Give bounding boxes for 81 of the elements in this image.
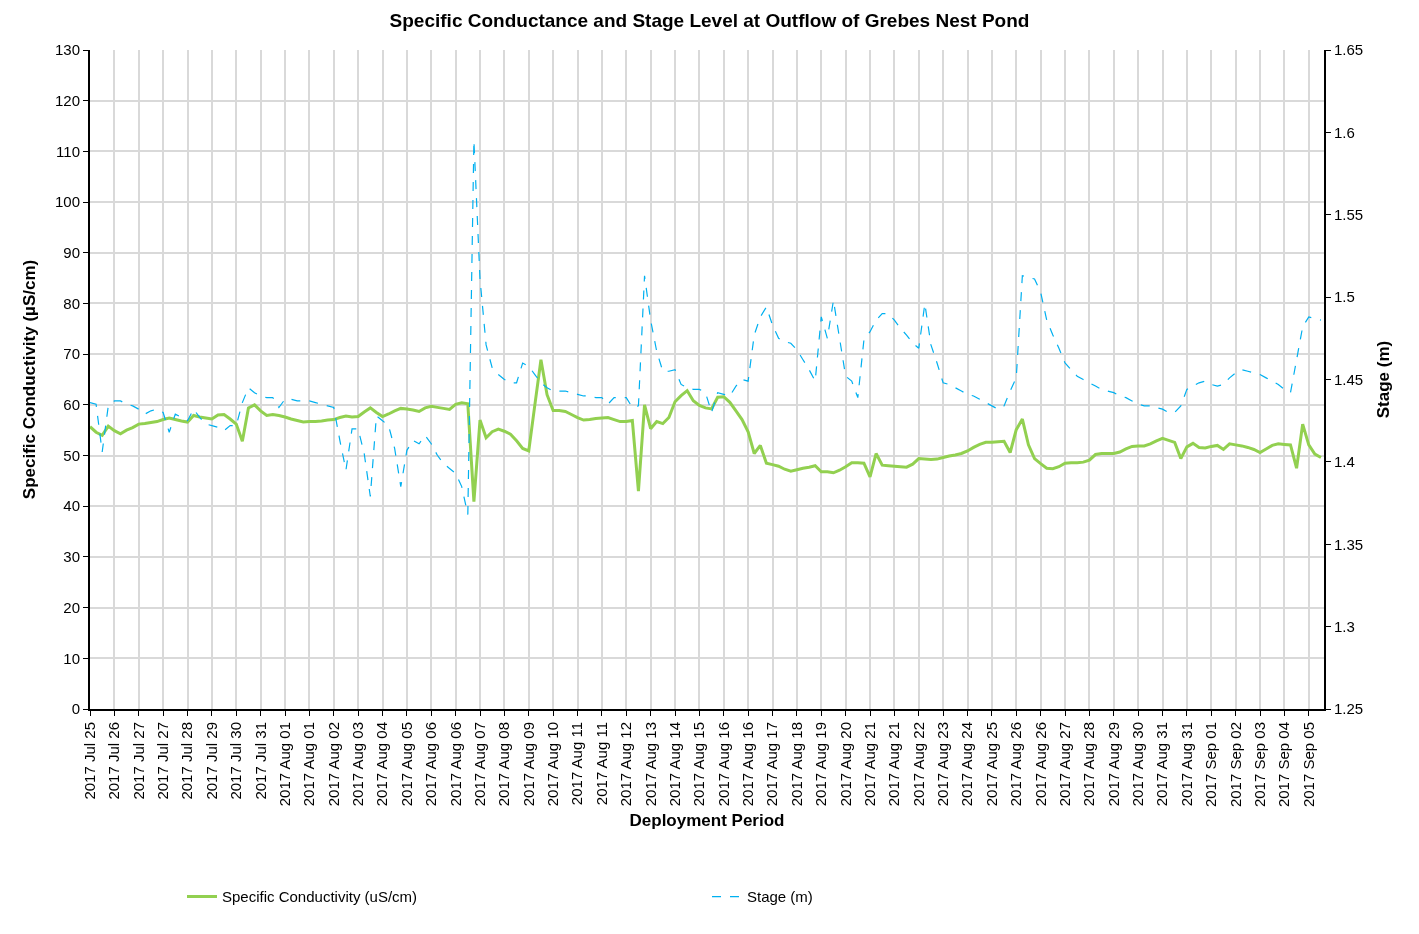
x-tick-label: 2017 Aug 06 xyxy=(446,722,464,807)
x-tick-label: 2017 Aug 26 xyxy=(1007,722,1025,807)
x-tick-label: 2017 Aug 31 xyxy=(1177,722,1195,807)
y2-tick-label: 1.65 xyxy=(1334,41,1364,59)
x-tick-label: 2017 Aug 21 xyxy=(885,722,903,807)
legend-label: Stage (m) xyxy=(747,888,813,906)
y2-tick-label: 1.35 xyxy=(1334,535,1364,553)
line-series xyxy=(90,358,1323,504)
y2-axis-title: Stage (m) xyxy=(1374,340,1394,419)
x-tick-label: 2017 Jul 30 xyxy=(227,722,245,800)
x-tick-label: 2017 Aug 30 xyxy=(1129,722,1147,807)
x-tick-label: 2017 Sep 05 xyxy=(1299,722,1317,808)
x-tick-label: 2017 Aug 29 xyxy=(1104,722,1122,807)
chart-title: Specific Conductance and Stage Level at Outflow of Grebes Nest Pond xyxy=(389,10,1030,32)
x-tick-label: 2017 Aug 18 xyxy=(787,722,805,807)
y2-tick-label: 1.5 xyxy=(1334,288,1355,306)
x-tick-label: 2017 Aug 02 xyxy=(324,722,342,807)
x-tick-label: 2017 Jul 29 xyxy=(202,722,220,800)
x-tick-label: 2017 Sep 04 xyxy=(1275,722,1293,808)
x-tick-label: 2017 Aug 13 xyxy=(641,722,659,807)
x-tick-label: 2017 Aug 16 xyxy=(714,722,732,807)
x-tick-label: 2017 Aug 17 xyxy=(763,722,781,807)
x-tick-label: 2017 Aug 12 xyxy=(617,722,635,807)
x-tick-label: 2017 Aug 14 xyxy=(665,722,683,807)
x-tick-label: 2017 Jul 27 xyxy=(129,722,147,800)
y-tick-label: 10 xyxy=(63,649,80,667)
x-tick-label: 2017 Aug 27 xyxy=(1055,722,1073,807)
y2-tick-label: 1.45 xyxy=(1334,370,1364,388)
x-tick-label: 2017 Aug 05 xyxy=(397,722,415,807)
y2-tick-label: 1.6 xyxy=(1334,123,1355,141)
legend-label: Specific Conductivity (uS/cm) xyxy=(222,888,418,906)
y-tick-label: 20 xyxy=(63,598,80,616)
x-tick-label: 2017 Aug 10 xyxy=(544,722,562,807)
y2-tick-label: 1.55 xyxy=(1334,206,1364,223)
x-tick-label: 2017 Jul 28 xyxy=(178,722,196,800)
x-tick-label: 2017 Aug 26 xyxy=(1031,722,1049,807)
x-tick-label: 2017 Aug 04 xyxy=(373,722,391,807)
y-tick-label: 120 xyxy=(54,91,80,109)
y2-tick-label: 1.3 xyxy=(1334,617,1355,635)
y-axis-title: Specific Conductivity (µS/cm) xyxy=(20,259,40,500)
y-tick-label: 60 xyxy=(63,396,80,414)
x-tick-label: 2017 Aug 11 xyxy=(568,722,586,806)
y-tick-label: 110 xyxy=(56,142,80,160)
x-tick-label: 2017 Aug 19 xyxy=(812,722,830,807)
x-tick-label: 2017 Aug 31 xyxy=(1153,722,1171,807)
x-tick-label: 2017 Jul 31 xyxy=(251,722,269,800)
y-tick-label: 100 xyxy=(54,193,80,211)
y-tick-label: 90 xyxy=(63,244,80,262)
x-tick-label: 2017 Jul 25 xyxy=(80,722,98,800)
y-tick-label: 50 xyxy=(63,446,80,464)
x-tick-label: 2017 Aug 21 xyxy=(860,722,878,807)
y-tick-label: 70 xyxy=(63,345,80,363)
x-tick-label: 2017 Aug 09 xyxy=(519,722,537,807)
y2-tick-label: 1.25 xyxy=(1334,700,1364,718)
x-tick-label: 2017 Aug 20 xyxy=(836,722,854,807)
x-tick-label: 2017 Aug 01 xyxy=(275,722,293,807)
y-tick-label: 130 xyxy=(54,41,80,59)
x-tick-label: 2017 Sep 03 xyxy=(1250,722,1268,808)
x-tick-label: 2017 Aug 16 xyxy=(739,722,757,807)
y-tick-label: 0 xyxy=(71,700,80,718)
x-tick-label: 2017 Aug 07 xyxy=(470,722,488,807)
x-tick-label: 2017 Sep 01 xyxy=(1202,722,1220,808)
x-tick-label: 2017 Aug 24 xyxy=(958,722,976,807)
y-tick-label: 40 xyxy=(63,497,80,515)
x-tick-label: 2017 Jul 27 xyxy=(154,722,172,800)
x-tick-label: 2017 Aug 22 xyxy=(909,722,927,807)
x-tick-label: 2017 Aug 03 xyxy=(349,722,367,807)
x-tick-label: 2017 Jul 26 xyxy=(105,722,123,800)
y-tick-label: 30 xyxy=(63,548,80,566)
x-tick-label: 2017 Aug 08 xyxy=(495,722,513,807)
x-tick-label: 2017 Aug 01 xyxy=(300,722,318,807)
x-tick-label: 2017 Aug 28 xyxy=(1080,722,1098,807)
x-tick-label: 2017 Aug 11 xyxy=(592,722,610,806)
x-tick-label: 2017 Aug 15 xyxy=(690,722,708,807)
x-axis-title: Deployment Period xyxy=(629,810,785,830)
y-tick-label: 80 xyxy=(63,294,80,312)
y2-tick-label: 1.4 xyxy=(1334,453,1355,471)
x-tick-label: 2017 Sep 02 xyxy=(1226,722,1244,808)
x-tick-label: 2017 Aug 25 xyxy=(982,722,1000,807)
x-tick-label: 2017 Aug 06 xyxy=(422,722,440,807)
x-tick-label: 2017 Aug 23 xyxy=(934,722,952,807)
